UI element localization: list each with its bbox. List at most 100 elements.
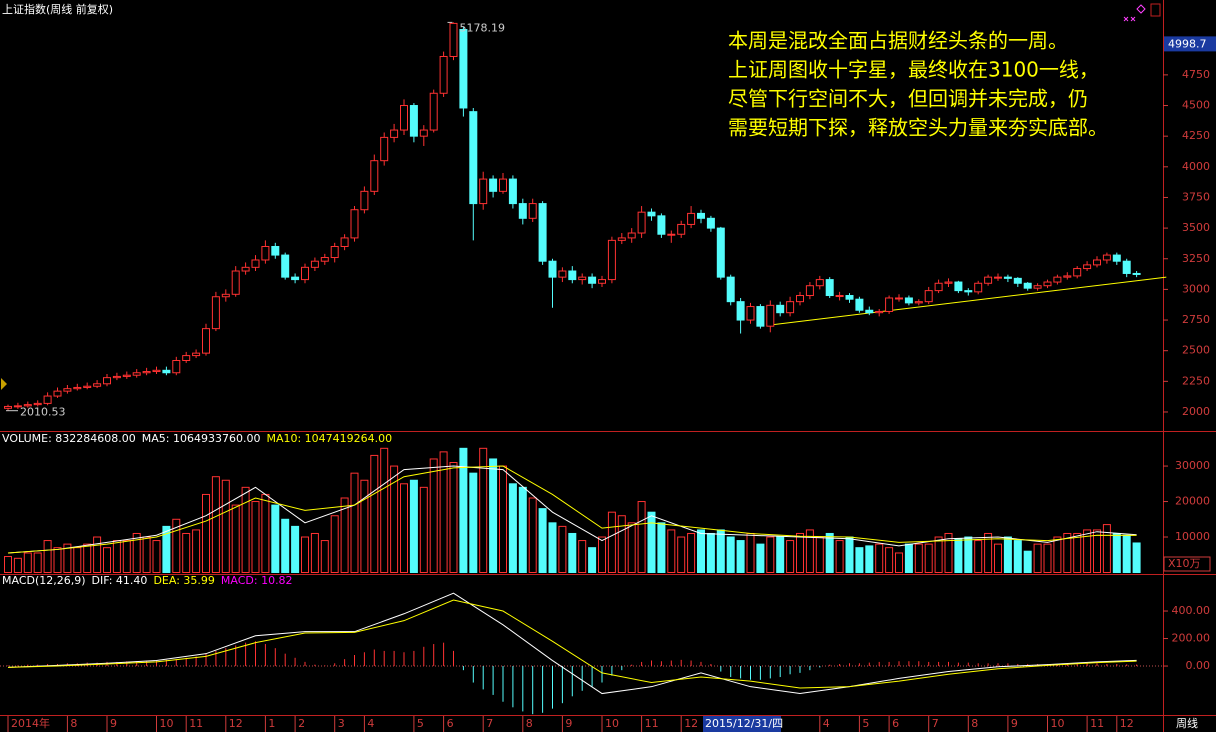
x-tick-label: 2 xyxy=(298,717,305,730)
x-tick-label: 5 xyxy=(417,717,424,730)
volume-bar xyxy=(538,508,547,573)
max-label: 5178.19 xyxy=(460,21,506,34)
volume-bar xyxy=(617,515,626,573)
volume-bar xyxy=(162,525,171,574)
x-tick-label: 11 xyxy=(189,717,203,730)
y-tick-label: 2000 xyxy=(1182,405,1210,418)
candle-body xyxy=(390,129,399,138)
volume-bar xyxy=(271,504,280,573)
y-tick-label: 4500 xyxy=(1182,99,1210,112)
volume-bar xyxy=(736,540,745,573)
chart-title: 上证指数(周线 前复权) xyxy=(2,2,113,16)
volume-bar xyxy=(202,493,210,574)
volume-bar xyxy=(766,536,775,573)
x-tick-label: 9 xyxy=(565,717,572,730)
candle-body xyxy=(677,223,686,235)
volume-bar xyxy=(152,540,161,573)
candle-body xyxy=(647,211,656,217)
volume-bar xyxy=(697,529,705,574)
candle-body xyxy=(261,245,270,261)
candle-body xyxy=(687,212,696,225)
volume-bar xyxy=(73,547,82,573)
volume-bar xyxy=(261,493,270,574)
volume-bar xyxy=(33,552,42,573)
candle-body xyxy=(944,281,953,284)
candle-body xyxy=(459,29,468,109)
y-tick-label: 2750 xyxy=(1182,313,1210,326)
volume-bar xyxy=(835,540,844,573)
candle-body xyxy=(1063,275,1072,278)
candle-body xyxy=(370,160,379,192)
candle-body xyxy=(558,270,567,278)
panel-header: VOLUME: 832284608.00 xyxy=(2,432,136,445)
candle-body xyxy=(380,136,389,162)
candle-body xyxy=(568,270,577,281)
volume-bar xyxy=(558,525,567,574)
candle-body xyxy=(4,405,12,409)
unit-box xyxy=(1163,556,1211,572)
candle-body xyxy=(152,369,161,373)
candle-body xyxy=(954,281,963,292)
volume-bar xyxy=(380,447,389,573)
annotation-line: 尽管下行空间不大，但回调并未完成，仍 xyxy=(728,87,1088,111)
cursor-value-box xyxy=(1164,36,1216,52)
window-icon xyxy=(1150,3,1161,17)
x-tick-label: 7 xyxy=(932,717,939,730)
scroll-marker xyxy=(1,378,7,390)
x-tick-label: 12 xyxy=(1120,717,1134,730)
candle-body xyxy=(340,237,349,247)
volume-bar xyxy=(370,454,379,573)
candle-body xyxy=(202,328,210,354)
candle-body xyxy=(766,304,775,327)
volume-bar xyxy=(112,540,121,573)
cursor-value: 4998.7 xyxy=(1168,37,1207,50)
candle-body xyxy=(607,239,616,281)
candle-body xyxy=(192,352,201,357)
x-tick-label: 6 xyxy=(447,717,454,730)
panel-header: MACD: 10.82 xyxy=(221,574,293,587)
volume-bar xyxy=(192,529,201,574)
candle-body xyxy=(142,371,151,374)
volume-bar xyxy=(1093,529,1101,574)
x-tick-label: 6 xyxy=(892,717,899,730)
candle-body xyxy=(469,111,478,205)
candle-body xyxy=(796,295,804,303)
volume-bar xyxy=(598,536,606,573)
candle-body xyxy=(697,212,705,219)
volume-bar xyxy=(568,532,577,574)
volume-bar xyxy=(419,486,428,573)
candle-body xyxy=(726,276,735,303)
volume-bar xyxy=(429,458,438,574)
volume-bar xyxy=(637,501,646,573)
volume-bar xyxy=(934,536,943,573)
candle-body xyxy=(1043,281,1052,287)
candle-body xyxy=(776,304,785,314)
candle-body xyxy=(657,215,666,235)
x-tick-label: 5 xyxy=(862,717,869,730)
candle-body xyxy=(350,209,359,239)
candle-body xyxy=(934,282,943,292)
y-tick-label: 3500 xyxy=(1182,221,1210,234)
annotation-line: 上证周图收十字星，最终收在3100一线， xyxy=(728,58,1099,82)
volume-bar xyxy=(944,532,953,574)
y-tick-label: 400.00 xyxy=(1172,604,1211,617)
candle-body xyxy=(489,178,498,192)
candle-body xyxy=(479,178,488,205)
volume-bar xyxy=(588,547,597,573)
indicator-line xyxy=(7,599,1137,689)
y-tick-label: 2250 xyxy=(1182,374,1210,387)
candle-body xyxy=(885,297,894,312)
candle-body xyxy=(419,129,428,137)
volume-bar xyxy=(122,540,131,573)
candle-body xyxy=(310,260,319,268)
volume-bar xyxy=(330,515,339,573)
candle-body xyxy=(736,301,745,321)
y-tick-label: 4750 xyxy=(1182,68,1210,81)
x-tick-label: 7 xyxy=(486,717,493,730)
candle-body xyxy=(231,270,240,295)
volume-bar xyxy=(805,529,814,574)
volume-bar xyxy=(687,532,696,574)
volume-bar xyxy=(93,536,102,573)
volume-bar xyxy=(647,511,656,573)
volume-bar xyxy=(23,552,32,573)
